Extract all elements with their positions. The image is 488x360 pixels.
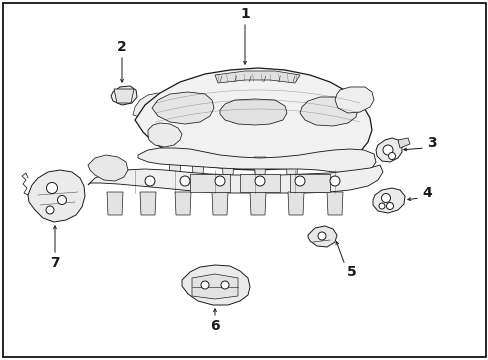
Polygon shape [249, 192, 265, 215]
Text: 1: 1 [240, 7, 249, 21]
Circle shape [201, 281, 208, 289]
Circle shape [46, 183, 58, 194]
Polygon shape [133, 93, 178, 124]
Polygon shape [287, 192, 304, 215]
Text: 7: 7 [50, 256, 60, 270]
Polygon shape [111, 86, 137, 105]
Circle shape [180, 176, 190, 186]
Polygon shape [326, 192, 342, 215]
Polygon shape [397, 138, 409, 148]
Polygon shape [334, 87, 373, 113]
Polygon shape [182, 265, 249, 305]
Polygon shape [190, 174, 229, 192]
Circle shape [387, 153, 395, 159]
Text: 4: 4 [421, 186, 431, 200]
Circle shape [329, 176, 339, 186]
Circle shape [378, 203, 384, 209]
Polygon shape [212, 192, 227, 215]
Circle shape [254, 176, 264, 186]
Polygon shape [88, 165, 382, 193]
Circle shape [145, 176, 155, 186]
Polygon shape [148, 123, 182, 147]
Polygon shape [375, 138, 401, 162]
Polygon shape [114, 89, 134, 103]
Polygon shape [220, 99, 286, 125]
Text: 6: 6 [210, 319, 220, 333]
Polygon shape [372, 188, 404, 213]
Polygon shape [140, 192, 156, 215]
Polygon shape [152, 92, 214, 124]
Polygon shape [215, 71, 299, 83]
Circle shape [215, 176, 224, 186]
Circle shape [221, 281, 228, 289]
Circle shape [317, 232, 325, 240]
Circle shape [386, 202, 393, 210]
Polygon shape [253, 157, 265, 175]
Circle shape [294, 176, 305, 186]
Polygon shape [88, 155, 128, 181]
Polygon shape [192, 274, 238, 299]
Polygon shape [175, 192, 191, 215]
Text: 2: 2 [117, 40, 126, 54]
Circle shape [381, 194, 390, 202]
Polygon shape [240, 174, 280, 192]
Polygon shape [107, 192, 123, 215]
Circle shape [58, 195, 66, 204]
Polygon shape [222, 157, 234, 175]
Text: 3: 3 [427, 136, 436, 150]
Polygon shape [138, 148, 375, 173]
Polygon shape [289, 174, 329, 192]
Polygon shape [135, 68, 371, 170]
Polygon shape [192, 157, 203, 175]
Polygon shape [285, 157, 297, 175]
Text: 5: 5 [346, 265, 356, 279]
Circle shape [46, 206, 54, 214]
Polygon shape [307, 226, 336, 247]
Polygon shape [299, 97, 357, 126]
Polygon shape [28, 170, 85, 222]
Polygon shape [169, 157, 181, 175]
Circle shape [382, 145, 392, 155]
